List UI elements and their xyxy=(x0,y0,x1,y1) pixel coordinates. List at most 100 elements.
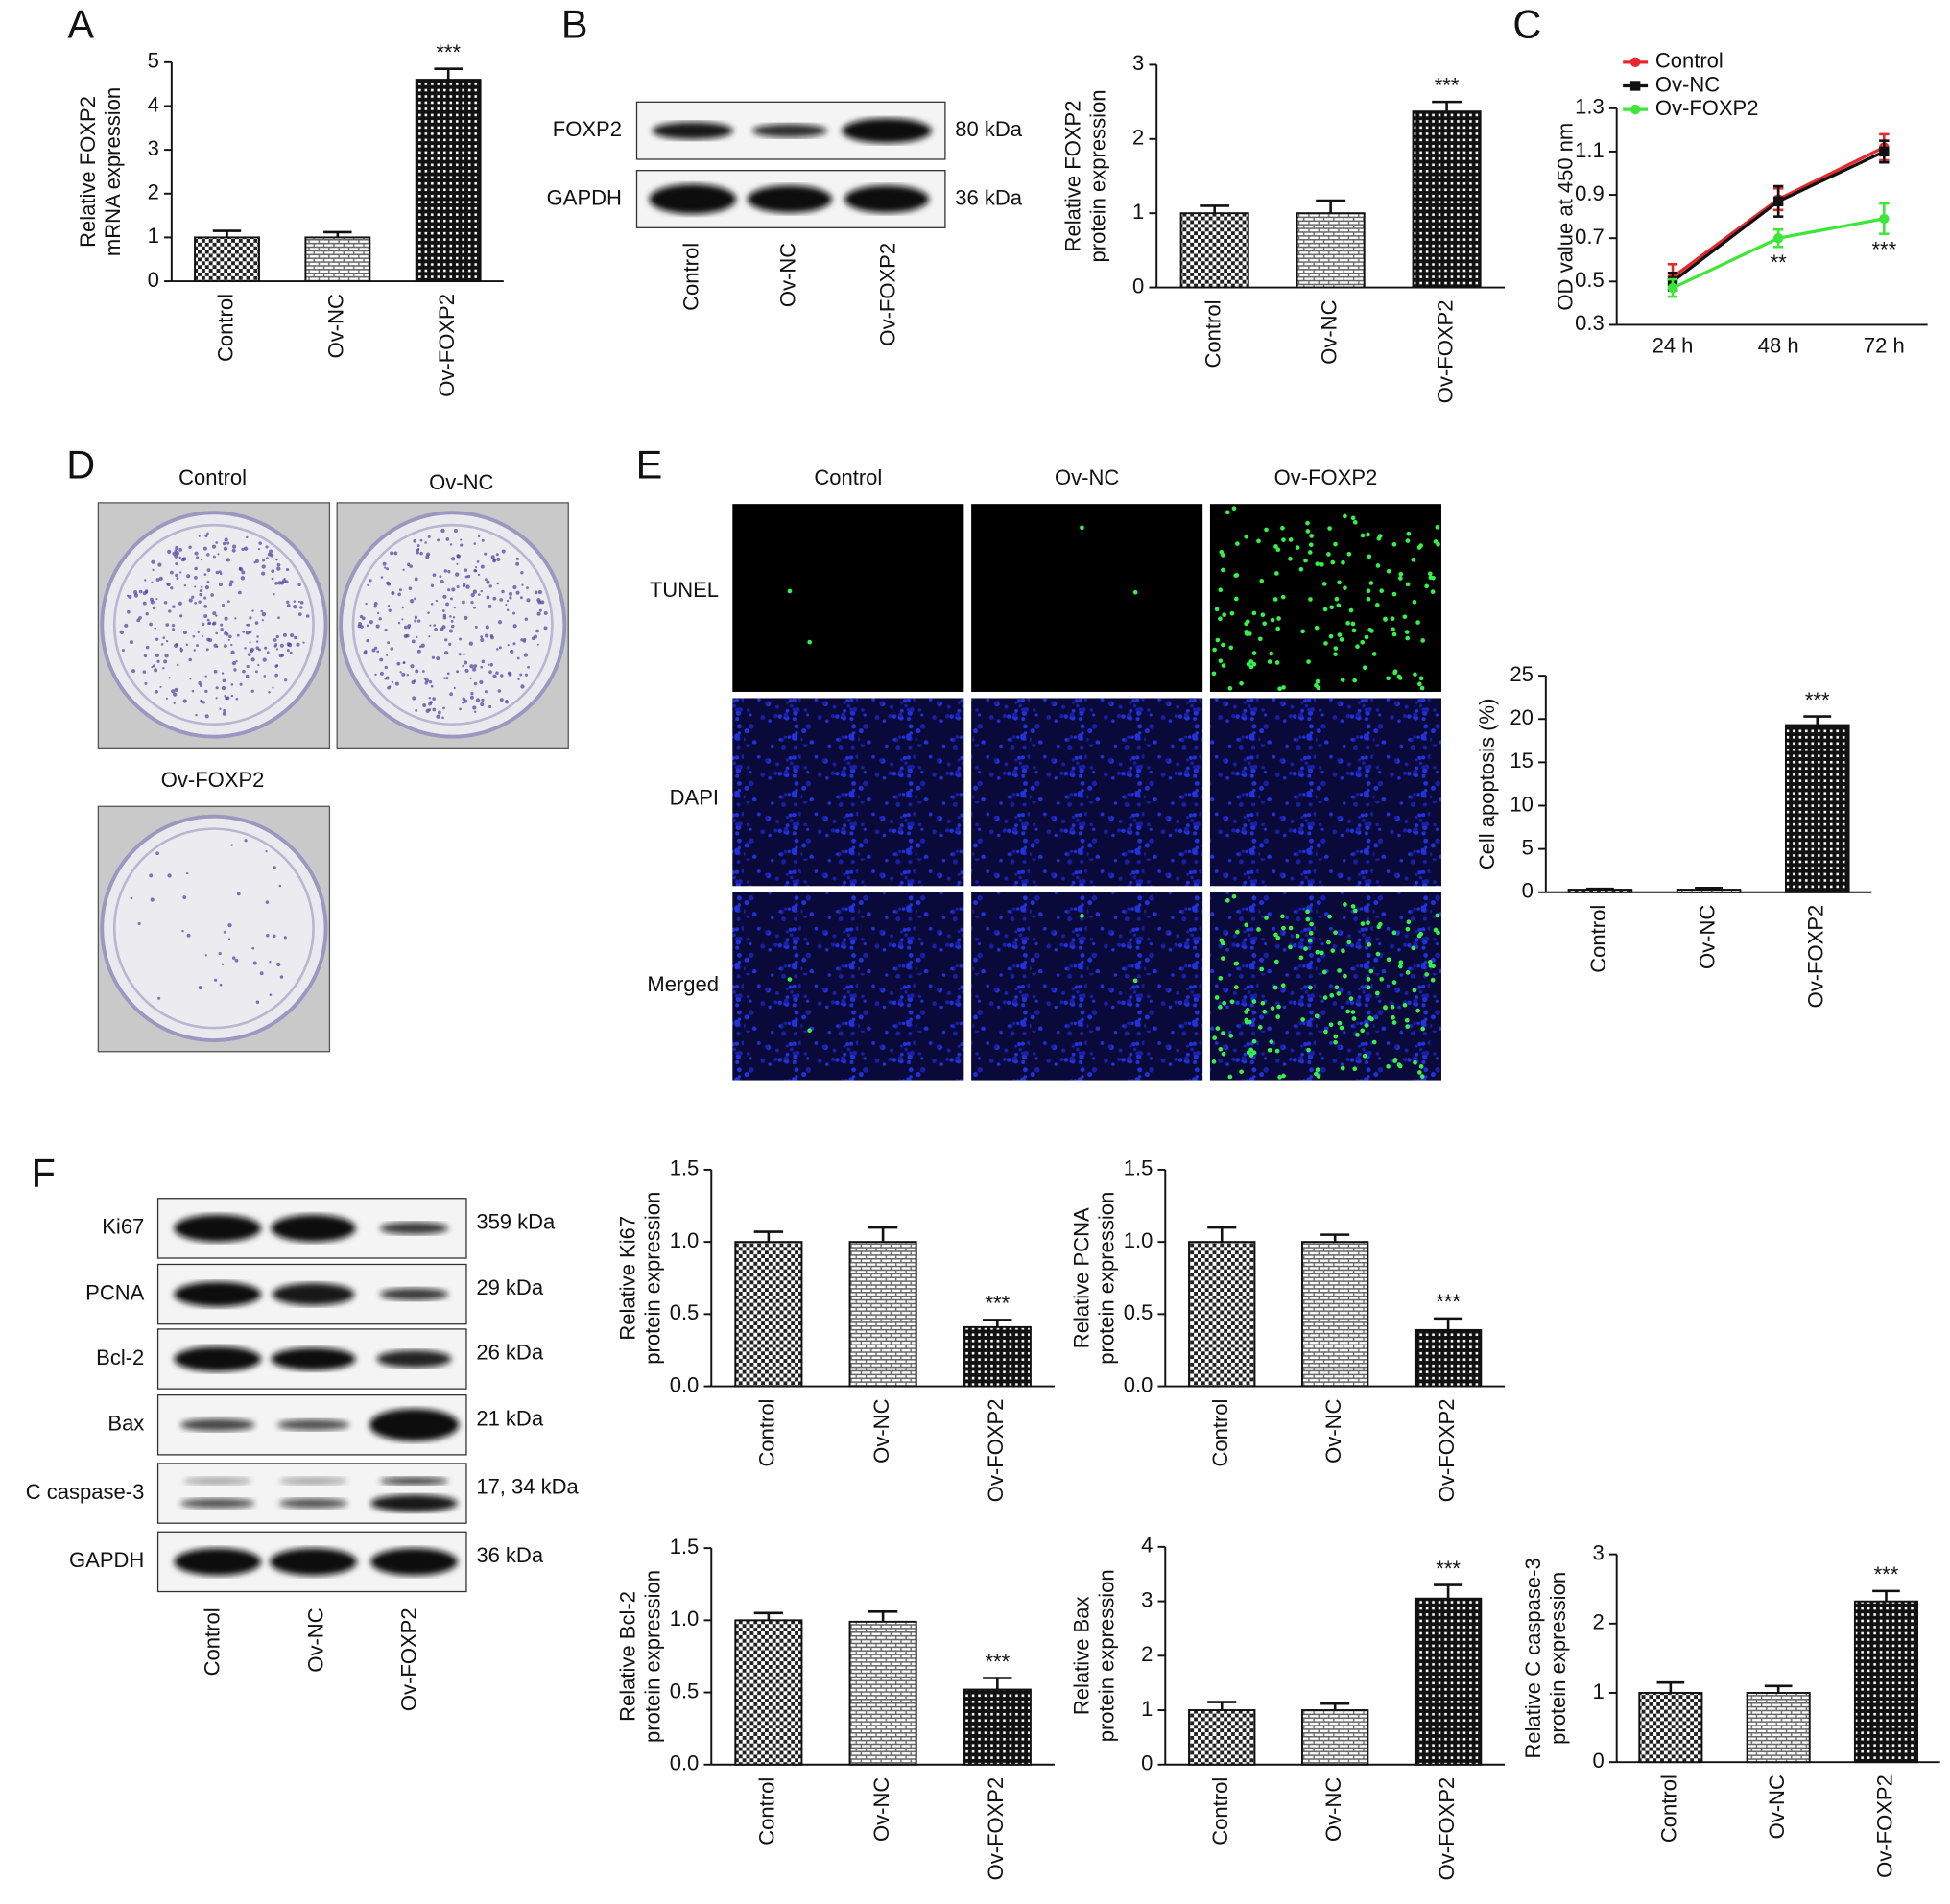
colony xyxy=(442,594,447,599)
colony xyxy=(212,611,217,616)
colony xyxy=(212,622,216,626)
colony xyxy=(165,623,170,627)
colony xyxy=(490,555,495,559)
x-tick-label: Ov-FOXP2 xyxy=(1435,1777,1459,1881)
tunel-cell xyxy=(1308,542,1314,548)
colony xyxy=(231,956,236,960)
tunel-cell xyxy=(1418,1064,1424,1069)
blot-lane-label: Ov-NC xyxy=(303,1607,327,1672)
colony xyxy=(387,582,392,586)
colony xyxy=(157,996,161,1000)
colony xyxy=(462,600,465,605)
colony xyxy=(520,571,524,575)
tunel-cell xyxy=(1352,1066,1358,1072)
y-axis-label: OD value at 450 nm xyxy=(1554,123,1578,311)
colony xyxy=(206,532,209,536)
colony xyxy=(480,637,485,643)
colony xyxy=(194,551,199,556)
x-tick-label: Control xyxy=(1208,1399,1232,1467)
colony xyxy=(124,623,129,628)
colony xyxy=(201,634,204,638)
tunel-cell xyxy=(1132,978,1138,984)
colony xyxy=(286,568,290,572)
colony xyxy=(289,651,293,654)
colony xyxy=(191,689,195,693)
colony xyxy=(447,570,451,574)
dish-inner xyxy=(112,827,315,1030)
tunel-cell xyxy=(1260,612,1266,618)
colony xyxy=(450,619,454,623)
colony xyxy=(480,665,484,669)
tunel-cell xyxy=(807,639,812,645)
tunel-cell xyxy=(1239,1069,1244,1075)
colony xyxy=(155,851,159,856)
colony xyxy=(159,685,162,688)
colony xyxy=(204,954,207,957)
colony xyxy=(411,639,416,644)
tunel-cell xyxy=(1334,985,1340,990)
x-tick-label: Control xyxy=(755,1777,779,1845)
tunel-cell xyxy=(1212,647,1217,653)
colony xyxy=(246,536,249,539)
tunel-cell xyxy=(1274,660,1280,665)
bar xyxy=(734,1241,803,1388)
tunel-cell xyxy=(1368,968,1374,974)
tunel-cell xyxy=(1334,596,1340,602)
colony xyxy=(254,559,259,563)
colony xyxy=(415,709,418,712)
y-tick-label: 1.5 xyxy=(670,1535,700,1559)
tunel-cell xyxy=(1362,665,1367,671)
fluorescence-image xyxy=(732,698,964,887)
tunel-cell xyxy=(1336,603,1342,608)
colony xyxy=(226,600,230,604)
colony xyxy=(215,570,220,575)
blot-band xyxy=(174,1214,262,1243)
colony xyxy=(172,628,176,631)
colony xyxy=(498,646,502,650)
tunel-cell xyxy=(1367,627,1373,632)
tunel-cell xyxy=(1303,558,1308,563)
tunel-cell xyxy=(1371,1039,1377,1045)
y-axis-label: protein expression xyxy=(1094,1569,1118,1742)
colony xyxy=(480,589,484,593)
x-tick-label: Control xyxy=(1586,905,1610,973)
tunel-cell xyxy=(1295,933,1300,939)
bar xyxy=(734,1619,803,1766)
colony xyxy=(450,597,453,601)
tunel-cell xyxy=(1391,631,1397,637)
tunel-cell xyxy=(1221,940,1225,946)
colony xyxy=(290,632,295,638)
colony xyxy=(492,674,497,678)
tunel-cell xyxy=(1350,904,1356,909)
point xyxy=(1772,233,1784,244)
colony xyxy=(512,611,515,615)
colony xyxy=(488,663,490,666)
tunel-cell xyxy=(1275,626,1281,631)
colony xyxy=(223,644,227,649)
y-tick-label: 3 xyxy=(148,136,159,160)
image-column-label: Control xyxy=(814,465,882,489)
colony xyxy=(221,672,225,675)
colony xyxy=(440,579,444,584)
colony xyxy=(520,684,525,689)
tunel-cell xyxy=(1215,637,1221,643)
colony xyxy=(154,668,158,673)
colony xyxy=(151,665,154,669)
colony xyxy=(196,556,200,559)
colony xyxy=(480,564,485,569)
colony xyxy=(430,684,434,688)
colony xyxy=(271,569,275,574)
colony xyxy=(186,933,191,938)
tunel-cell xyxy=(1374,603,1380,607)
bar xyxy=(194,236,260,283)
tunel-cell xyxy=(1300,629,1305,634)
tunel-cell xyxy=(1259,966,1265,972)
tunel-cell xyxy=(1320,561,1324,567)
tunel-cell xyxy=(1228,1034,1234,1038)
y-tick-label: 2 xyxy=(1592,1610,1604,1634)
colony xyxy=(297,600,301,603)
tunel-cell xyxy=(1333,541,1338,547)
colony xyxy=(221,604,226,607)
tunel-cell xyxy=(1333,930,1338,936)
